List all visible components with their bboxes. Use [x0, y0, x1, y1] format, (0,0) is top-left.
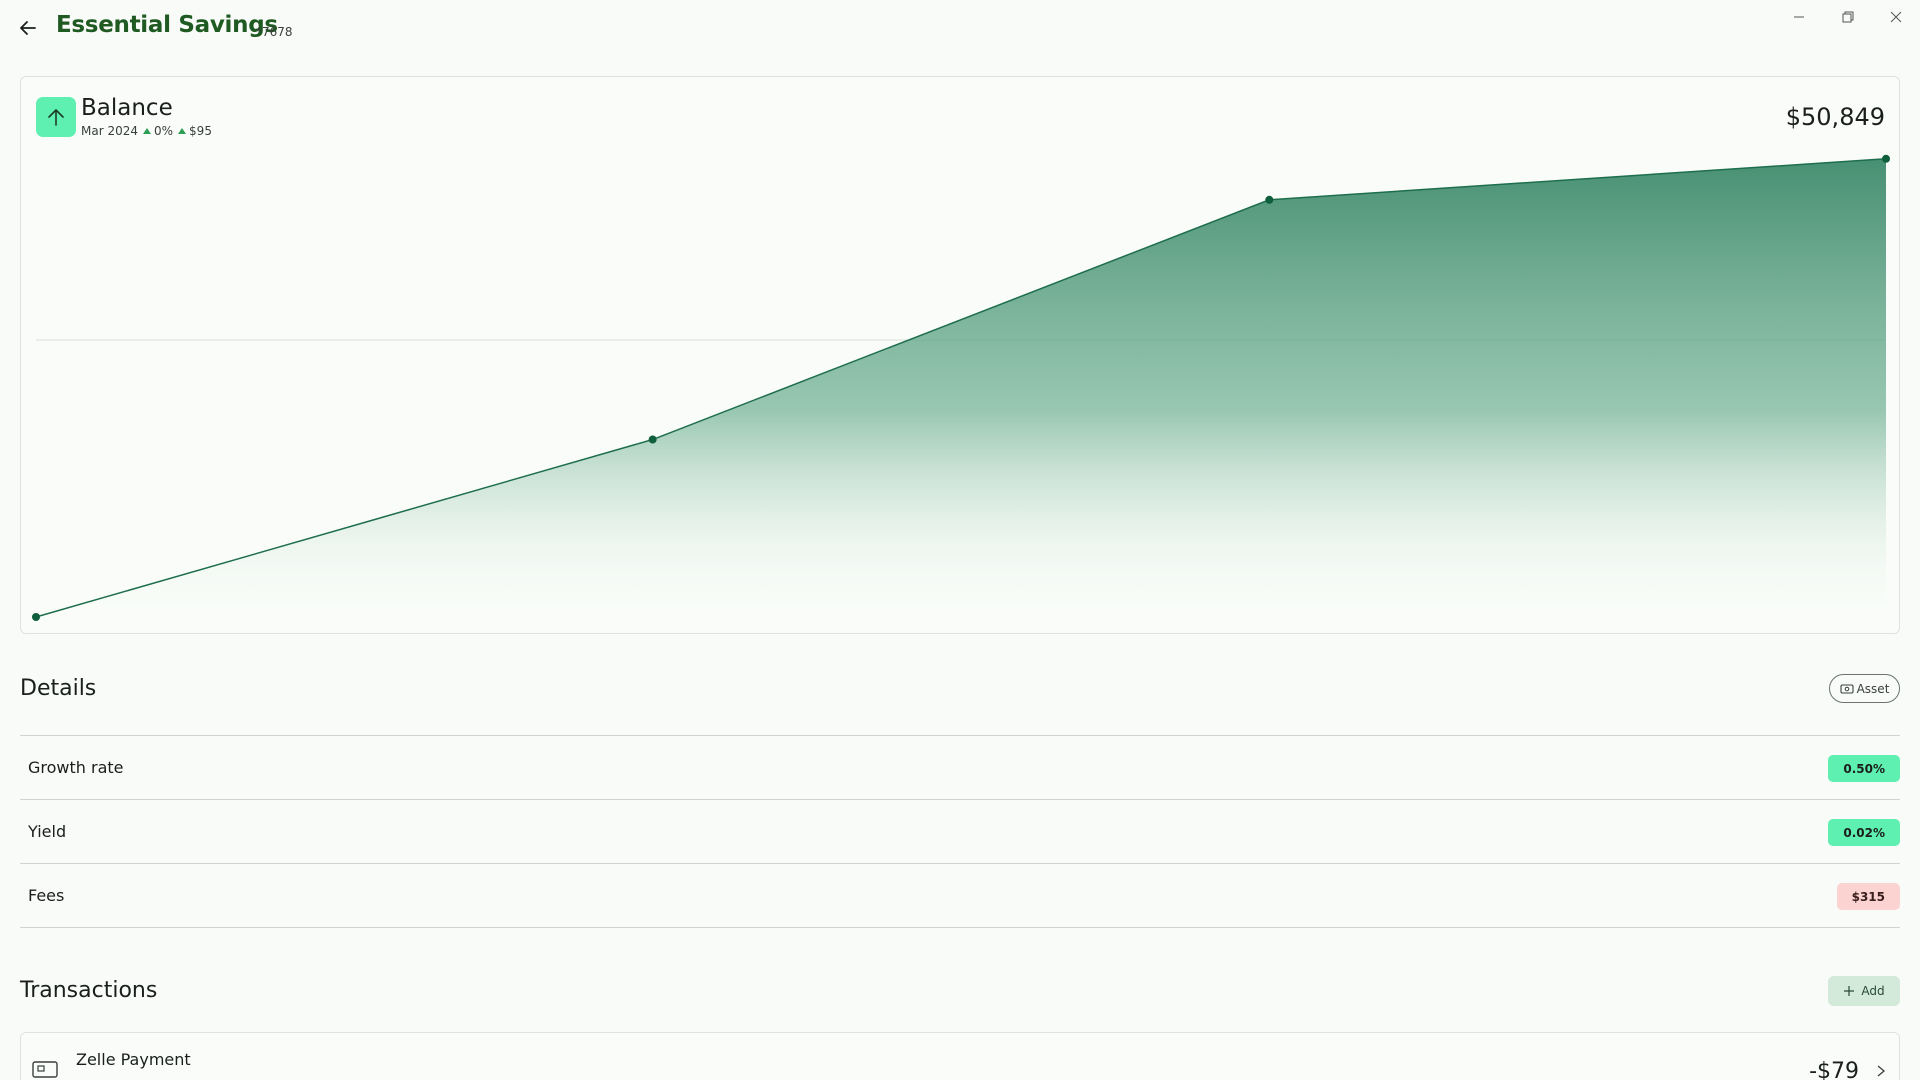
asset-button-label: Asset: [1856, 681, 1890, 696]
chart-area: [36, 158, 1886, 617]
divider: [20, 927, 1900, 928]
chevron-right-icon: [1877, 1065, 1886, 1077]
balance-change-amount: $95: [189, 124, 212, 138]
transaction-item[interactable]: Zelle Payment -$79: [20, 1032, 1900, 1080]
minimize-button[interactable]: [1779, 6, 1819, 28]
back-button[interactable]: [14, 14, 42, 42]
plus-icon: [1844, 986, 1855, 996]
balance-change-pct: 0%: [154, 124, 174, 138]
balance-chart-card: Balance Mar 2024 0% $95 $50,849: [20, 76, 1900, 634]
balance-title: Balance: [81, 95, 173, 121]
detail-label: Yield: [28, 822, 67, 841]
detail-row-yield: Yield 0.02%: [20, 799, 1900, 863]
details-title: Details: [20, 676, 97, 701]
arrow-left-icon: [20, 21, 36, 35]
close-icon: [1890, 11, 1902, 23]
page-title: Essential Savings: [56, 12, 278, 38]
balance-period: Mar 2024: [81, 124, 138, 138]
chart-point-0: [32, 613, 40, 621]
restore-button[interactable]: [1828, 6, 1868, 28]
chart-point-3: [1882, 154, 1890, 163]
restore-icon: [1842, 11, 1854, 23]
balance-subtitle: Mar 2024 0% $95: [81, 124, 212, 138]
minimize-icon: [1794, 16, 1804, 18]
detail-value-badge: 0.50%: [1828, 755, 1900, 782]
up-triangle-icon: [178, 128, 187, 134]
payment-icon: [32, 1061, 58, 1078]
arrow-up-icon: [48, 109, 64, 126]
detail-row-fees: Fees $315: [20, 863, 1900, 927]
chart-point-2: [1265, 195, 1274, 204]
close-button[interactable]: [1876, 6, 1916, 28]
asset-button[interactable]: Asset: [1829, 674, 1900, 703]
add-transaction-button[interactable]: Add: [1828, 976, 1900, 1006]
account-suffix: *7678: [256, 25, 293, 39]
transaction-name: Zelle Payment: [76, 1050, 191, 1069]
chart-line: [35, 158, 1887, 618]
detail-label: Growth rate: [28, 758, 124, 777]
title-bar: Essential Savings *7678: [0, 0, 1920, 58]
transaction-amount: -$79: [1809, 1059, 1859, 1080]
balance-value: $50,849: [1785, 103, 1885, 131]
detail-label: Fees: [28, 886, 65, 905]
balance-chart: [32, 154, 1890, 621]
transactions-title: Transactions: [20, 978, 158, 1003]
up-triangle-icon: [143, 128, 151, 134]
detail-row-growth-rate: Growth rate 0.50%: [20, 735, 1900, 799]
balance-trend-badge: [36, 97, 76, 137]
chart-point-1: [648, 435, 657, 444]
detail-value-badge: $315: [1836, 883, 1900, 910]
add-button-label: Add: [1861, 984, 1885, 998]
detail-value-badge: 0.02%: [1828, 819, 1900, 846]
cash-icon: [1840, 683, 1854, 694]
